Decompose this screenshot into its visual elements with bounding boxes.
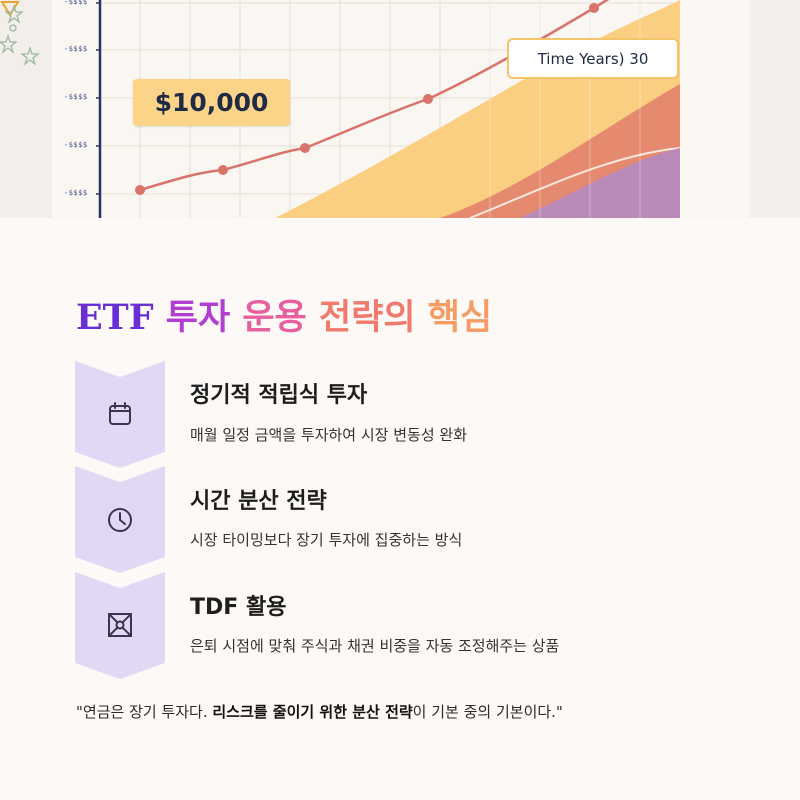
y-tick-label: -$$$$ xyxy=(64,189,88,197)
hero-chart-image: -$$$$ -$$$$ -$$$$ -$$$$ -$$$$ $10,000 Ti… xyxy=(0,0,800,218)
summary-quote: "연금은 장기 투자다. 리스크를 줄이기 위한 분산 전략이 기본 중의 기본… xyxy=(76,701,563,722)
y-tick-label: -$$$$ xyxy=(64,0,88,6)
y-tick-label: -$$$$ xyxy=(64,45,88,53)
quote-text: 이 기본 중의 기본이다." xyxy=(412,703,563,721)
step-title: 시간 분산 전략 xyxy=(190,489,327,514)
title-part: 핵심 xyxy=(427,298,493,338)
step-chevron xyxy=(75,361,165,468)
calendar-icon xyxy=(109,402,131,425)
growth-line-points xyxy=(135,3,599,195)
area-purple xyxy=(520,148,680,218)
page-title: ETF 투자 운용 전략의 핵심 xyxy=(76,289,492,340)
clock-icon xyxy=(108,508,132,532)
sparkle-decoration-icon xyxy=(0,3,40,66)
title-part: 운용 xyxy=(242,298,307,338)
step-title: 정기적 적립식 투자 xyxy=(190,383,368,408)
title-part: 전략의 xyxy=(318,298,416,338)
title-etf: ETF xyxy=(76,297,154,338)
price-tag: $10,000 xyxy=(133,79,290,126)
step-title: TDF 활용 xyxy=(190,595,287,620)
growth-chart xyxy=(96,0,681,218)
y-tick-label: -$$$$ xyxy=(64,93,88,101)
step-description: 시장 타이밍보다 장기 투자에 집중하는 방식 xyxy=(190,531,463,549)
balance-icon xyxy=(108,613,132,637)
triangle-icon xyxy=(0,1,20,17)
quote-text: "연금은 장기 투자다. xyxy=(76,703,213,721)
quote-emphasis: 리스크를 줄이기 위한 분산 전략 xyxy=(212,703,413,721)
title-part: 투자 xyxy=(165,298,231,338)
step-description: 매월 일정 금액을 투자하여 시장 변동성 완화 xyxy=(190,426,468,444)
y-tick-label: -$$$$ xyxy=(64,141,88,149)
time-years-label: Time Years) 30 xyxy=(507,38,679,79)
step-description: 은퇴 시점에 맞춰 주식과 채권 비중을 자동 조정해주는 상품 xyxy=(190,637,560,655)
